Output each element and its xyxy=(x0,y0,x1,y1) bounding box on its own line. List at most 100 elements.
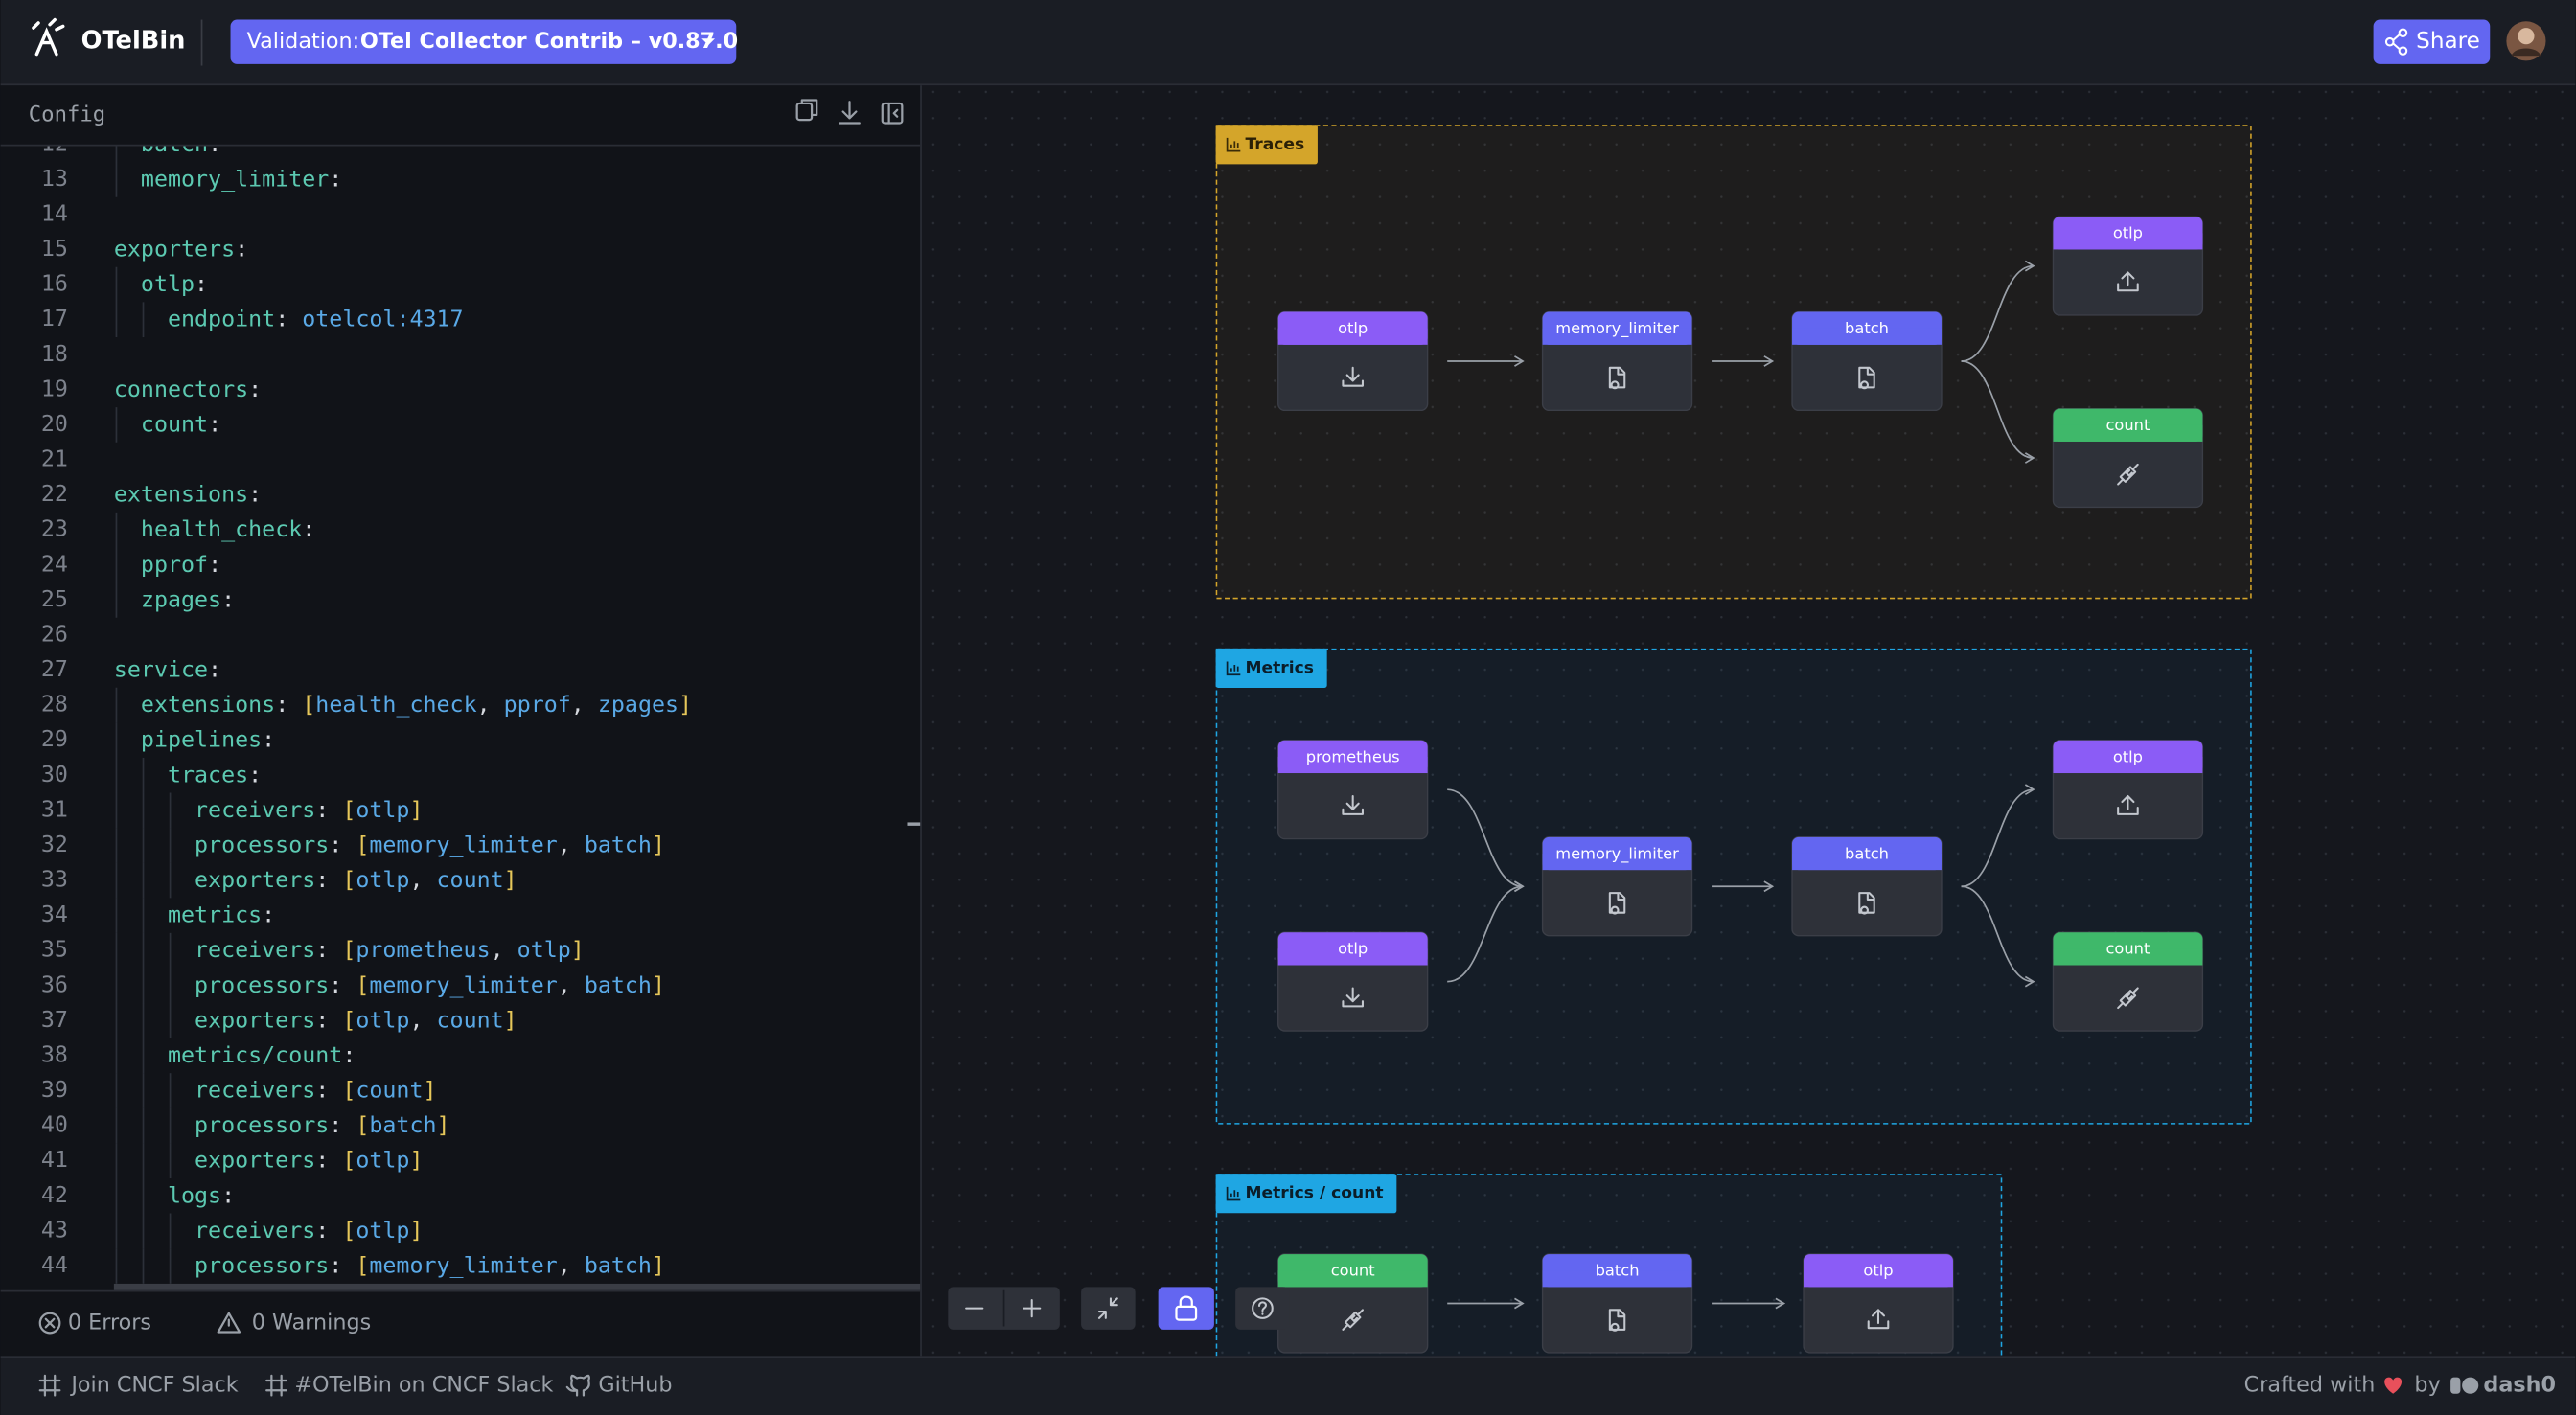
node[interactable]: otlp xyxy=(2053,741,2202,839)
node[interactable]: prometheus xyxy=(1278,741,1428,839)
node-label: prometheus xyxy=(1306,747,1400,765)
code-line: otlp: xyxy=(114,271,208,297)
code-line: pprof: xyxy=(114,551,221,577)
node[interactable]: batch xyxy=(1543,1254,1692,1353)
node-label: memory_limiter xyxy=(1555,319,1679,338)
node-label: batch xyxy=(1845,319,1889,337)
validation-value[interactable]: OTel Collector Contrib – v0.87.0 xyxy=(360,29,738,54)
scroll-marker xyxy=(907,822,920,825)
node-label: count xyxy=(1331,1262,1375,1280)
node-label: memory_limiter xyxy=(1555,844,1679,863)
line-number: 15 xyxy=(41,236,68,262)
error-count: 0 Errors xyxy=(68,1311,151,1335)
code-line: processors: [batch] xyxy=(114,1112,450,1138)
node[interactable]: otlp xyxy=(2053,217,2202,315)
code-line: endpoint: otelcol:4317 xyxy=(114,306,464,331)
line-number: 14 xyxy=(41,200,68,226)
line-number: 26 xyxy=(41,621,68,647)
h-scrollbar xyxy=(114,1284,920,1290)
line-number: 41 xyxy=(41,1147,68,1173)
dash0-logo[interactable] xyxy=(2450,1378,2460,1394)
dash0-logo[interactable] xyxy=(2462,1378,2478,1394)
avatar[interactable] xyxy=(2518,28,2534,44)
validation-button[interactable]: Validation: OTel Collector Contrib – v0.… xyxy=(231,20,739,64)
editor-title: Config xyxy=(29,102,105,126)
fit-button[interactable] xyxy=(1081,1287,1136,1330)
line-number: 21 xyxy=(41,446,68,472)
code-line: exporters: [otlp, count] xyxy=(114,1007,518,1033)
share-label[interactable]: Share xyxy=(2416,29,2480,54)
code-line: exporters: [otlp] xyxy=(114,1147,424,1173)
code-line: service: xyxy=(114,656,221,682)
brand[interactable]: dash0 xyxy=(2483,1373,2556,1398)
pipeline-group: Metrics prometheus otlp memory_limiter batch… xyxy=(1216,649,2251,1124)
code-line: processors: [memory_limiter, batch] xyxy=(114,832,665,857)
line-number: 40 xyxy=(41,1112,68,1138)
code-line: receivers: [otlp] xyxy=(114,796,424,822)
node-label: batch xyxy=(1845,844,1889,862)
code-line: receivers: [otlp] xyxy=(114,1217,424,1243)
node[interactable]: count xyxy=(2053,932,2202,1031)
pipeline-group: Traces otlp memory_limiter batch otlp count xyxy=(1216,125,2251,598)
pipeline-name: Traces xyxy=(1245,135,1304,154)
code-line: extensions: xyxy=(114,481,262,507)
line-number: 30 xyxy=(41,762,68,787)
validation-label[interactable]: Validation: xyxy=(247,29,359,54)
line-number: 13 xyxy=(41,166,68,192)
code-line: pipelines: xyxy=(114,726,275,752)
line-number: 17 xyxy=(41,306,68,331)
line-number: 27 xyxy=(41,656,68,682)
node-label: otlp xyxy=(2113,747,2143,765)
line-number: 44 xyxy=(41,1252,68,1278)
code-line: processors: [memory_limiter, batch] xyxy=(114,1252,665,1278)
lock-button[interactable] xyxy=(1159,1287,1214,1330)
node[interactable]: otlp xyxy=(1278,932,1428,1031)
share-button[interactable]: Share xyxy=(2374,20,2491,64)
line-number: 37 xyxy=(41,1007,68,1033)
line-number: 31 xyxy=(41,796,68,822)
avatar[interactable] xyxy=(2506,21,2545,60)
by-text: by xyxy=(2414,1373,2440,1398)
code-line: metrics: xyxy=(114,901,275,927)
node-label: otlp xyxy=(1338,319,1368,337)
crafted-text: Crafted with xyxy=(2244,1373,2376,1398)
line-number: 36 xyxy=(41,971,68,997)
pipeline-name: Metrics / count xyxy=(1245,1184,1383,1203)
line-number: 33 xyxy=(41,867,68,893)
node[interactable]: batch xyxy=(1792,837,1942,936)
pipeline-name: Metrics xyxy=(1245,658,1314,677)
node-label: otlp xyxy=(1338,940,1368,958)
zoom-controls[interactable] xyxy=(948,1287,1289,1330)
line-number: 16 xyxy=(41,271,68,297)
line-number: 29 xyxy=(41,726,68,752)
code-line: receivers: [count] xyxy=(114,1077,437,1103)
node-label: count xyxy=(2105,416,2150,434)
node[interactable]: count xyxy=(2053,409,2202,508)
node[interactable]: otlp xyxy=(1278,312,1428,411)
footer-link[interactable]: #OTelBin on CNCF Slack xyxy=(294,1373,553,1398)
otelbin-slack-link[interactable]: #OTelBin on CNCF Slack xyxy=(266,1373,553,1398)
code-line: memory_limiter: xyxy=(114,166,342,192)
code-line: connectors: xyxy=(114,376,262,401)
node[interactable]: batch xyxy=(1792,312,1942,411)
footer-link[interactable]: Join CNCF Slack xyxy=(69,1373,238,1398)
code-line: receivers: [prometheus, otlp] xyxy=(114,937,585,963)
code-line: zpages: xyxy=(114,586,235,612)
line-number: 19 xyxy=(41,376,68,401)
node[interactable]: count xyxy=(1278,1254,1428,1353)
footer-link[interactable]: GitHub xyxy=(598,1373,672,1398)
node-label: count xyxy=(2105,940,2150,958)
line-number: 18 xyxy=(41,341,68,367)
line-number: 24 xyxy=(41,551,68,577)
code-line: count: xyxy=(114,411,221,437)
line-number: 38 xyxy=(41,1041,68,1067)
code-line: metrics/count: xyxy=(114,1041,356,1067)
node[interactable]: memory_limiter xyxy=(1543,837,1692,936)
line-number: 25 xyxy=(41,586,68,612)
node[interactable]: memory_limiter xyxy=(1543,312,1692,411)
line-number: 35 xyxy=(41,937,68,963)
node-label: otlp xyxy=(2113,224,2143,242)
node[interactable]: otlp xyxy=(1804,1254,1953,1353)
